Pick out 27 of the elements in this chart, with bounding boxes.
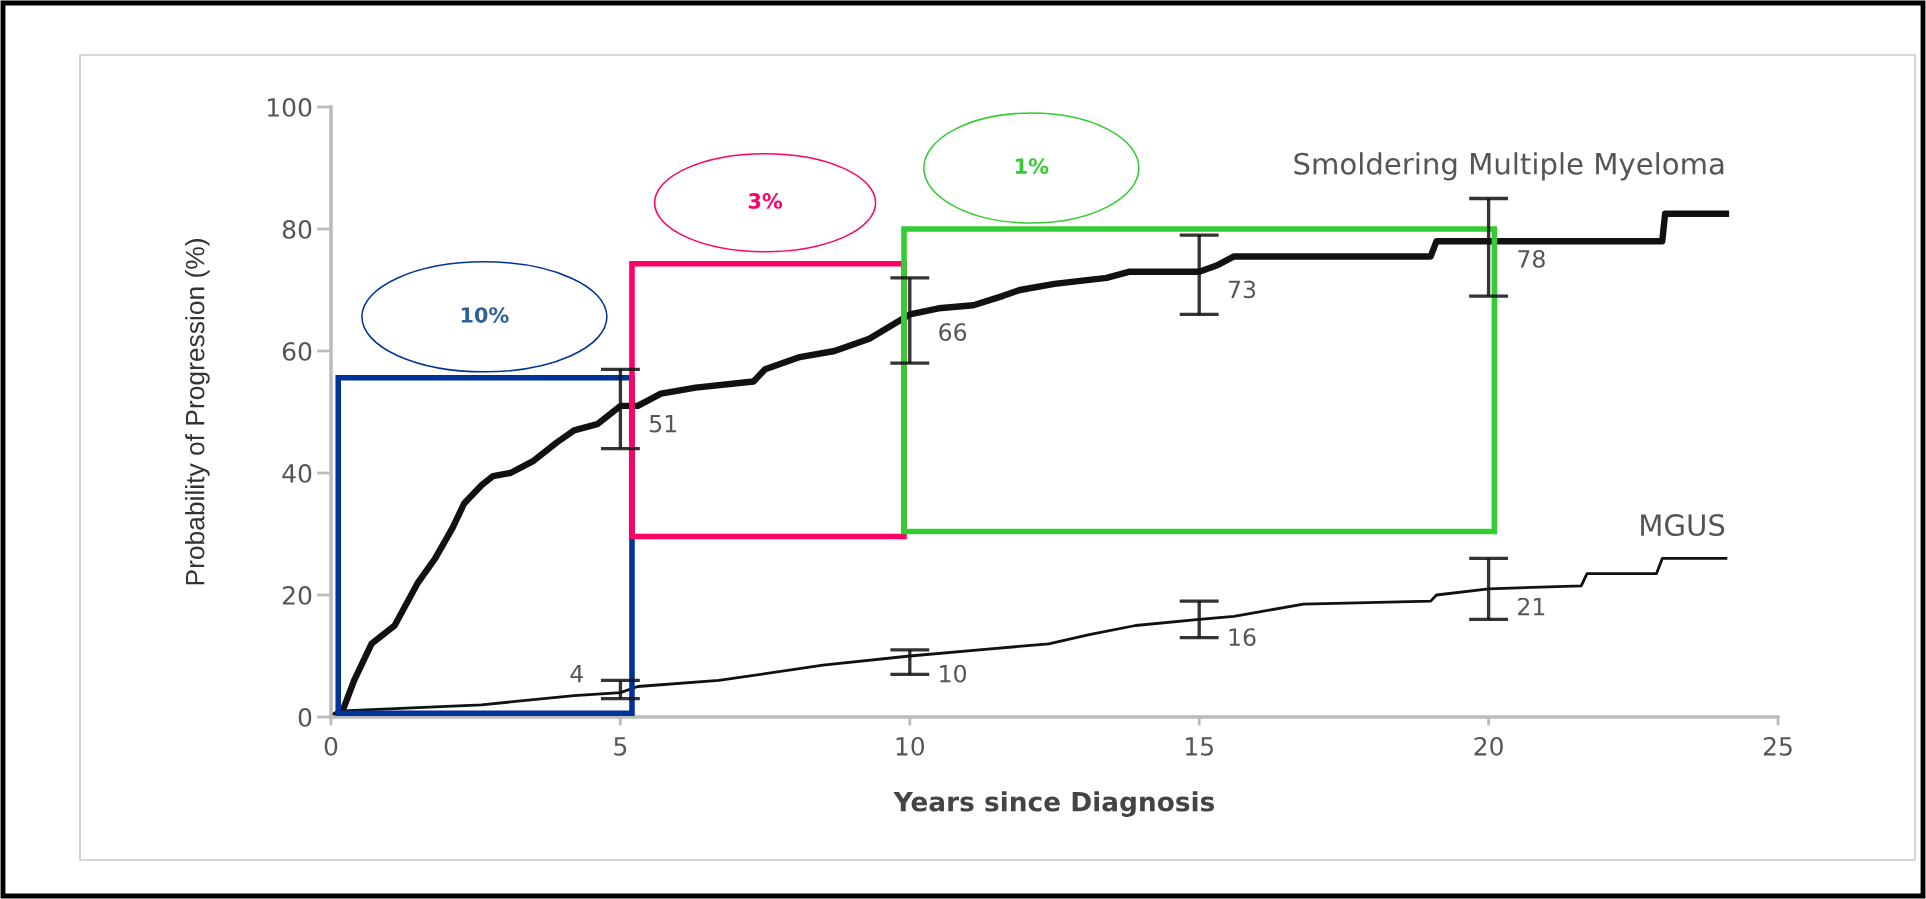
x-axis-title: Years since Diagnosis xyxy=(893,791,1215,817)
y-tick-label: 20 xyxy=(282,585,312,605)
x-tick-label: 0 xyxy=(324,736,338,756)
data-label: 66 xyxy=(939,323,967,342)
data-label: 4 xyxy=(570,664,583,683)
data-label: 10 xyxy=(940,664,967,683)
annotation: 3% xyxy=(748,193,783,209)
annotation: 1% xyxy=(1016,158,1049,175)
y-tick-label: 60 xyxy=(282,341,312,361)
x-tick-label: 25 xyxy=(1763,736,1792,756)
y-tick-label: 40 xyxy=(282,463,312,483)
data-label: 73 xyxy=(1228,280,1256,299)
x-tick-label: 15 xyxy=(1186,737,1213,756)
series-label: MGUS xyxy=(1641,514,1725,537)
y-tick-label: 80 xyxy=(282,219,312,239)
y-axis-title: Probability of Progression (%) xyxy=(185,239,210,585)
annotation: 10% xyxy=(461,307,509,323)
data-label: 78 xyxy=(1518,249,1545,268)
data-label: 51 xyxy=(650,414,677,433)
y-tick-label: 100 xyxy=(267,97,312,117)
x-tick-label: 20 xyxy=(1474,736,1503,756)
x-tick-label: 10 xyxy=(896,736,925,756)
y-tick-label: 0 xyxy=(298,707,312,727)
series-label: Smoldering Multiple Myeloma xyxy=(1294,152,1724,181)
x-tick-label: 5 xyxy=(614,737,627,756)
data-label: 21 xyxy=(1518,597,1545,616)
data-label: 16 xyxy=(1229,628,1256,647)
